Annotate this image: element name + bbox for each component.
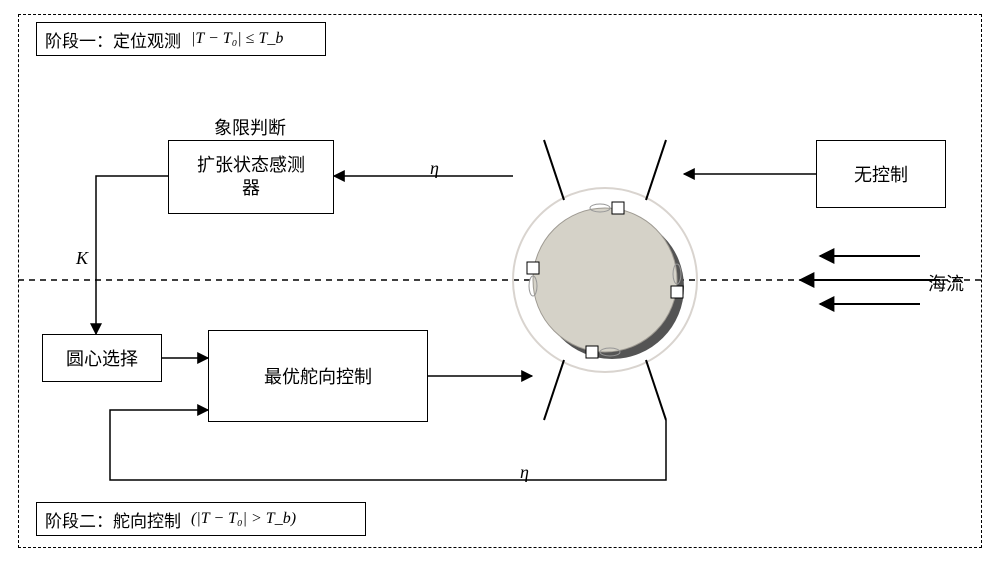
device-number-3: 3: [548, 268, 560, 294]
stage1-formula: |T − T₀| ≤ T_b: [191, 30, 283, 48]
outer-dashed-border: [18, 14, 982, 548]
no-control-text: 无控制: [854, 161, 908, 187]
no-control-box: 无控制: [816, 140, 946, 208]
device-number-4: 4: [646, 268, 658, 294]
stage2-label-box: 阶段二：舵向控制 (|T − T₀| > T_b): [36, 502, 366, 536]
optimal-control-text: 最优舵向控制: [264, 363, 372, 389]
device-number-2: 2: [600, 222, 612, 248]
device-number-1: 1: [600, 316, 612, 342]
current-label: 海流: [928, 270, 964, 296]
stage2-formula: (|T − T₀| > T_b): [191, 510, 296, 528]
stage1-label-box: 阶段一：定位观测 |T − T₀| ≤ T_b: [36, 22, 326, 56]
eta2-label: η: [520, 462, 529, 483]
center-select-box: 圆心选择: [42, 334, 162, 382]
optimal-control-box: 最优舵向控制: [208, 330, 428, 422]
quadrant-label: 象限判断: [214, 114, 286, 140]
eta1-label: η: [430, 158, 439, 179]
diagram-canvas: 阶段一：定位观测 |T − T₀| ≤ T_b 阶段二：舵向控制 (|T − T…: [0, 0, 1000, 562]
center-select-text: 圆心选择: [66, 345, 138, 371]
observer-box: 扩张状态感测 器: [168, 140, 334, 214]
stage1-label-text: 阶段一：定位观测: [45, 27, 181, 52]
observer-text: 扩张状态感测 器: [197, 154, 305, 201]
stage2-label-text: 阶段二：舵向控制: [45, 507, 181, 532]
k-label: K: [76, 248, 88, 269]
